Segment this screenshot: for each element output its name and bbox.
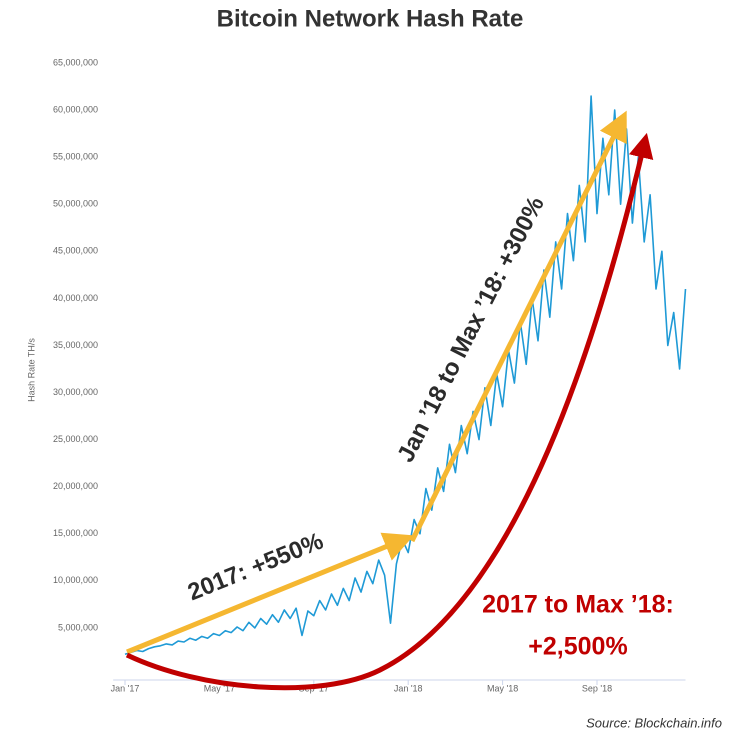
y-tick-label: 45,000,000 xyxy=(53,246,98,256)
x-tick-label: May '18 xyxy=(487,683,518,693)
y-tick-label: 25,000,000 xyxy=(53,434,98,444)
arrow-total xyxy=(125,132,654,691)
x-tick-label: Sep '18 xyxy=(582,683,612,693)
annotation: 2017 to Max ’18: xyxy=(482,591,674,619)
annotation: +2,500% xyxy=(528,633,627,661)
y-tick-label: 40,000,000 xyxy=(53,293,98,303)
y-tick-label: 35,000,000 xyxy=(53,340,98,350)
y-tick-label: 50,000,000 xyxy=(53,199,98,209)
source: Source: Blockchain.info xyxy=(586,715,722,730)
chart-title: Bitcoin Network Hash Rate xyxy=(217,5,524,32)
y-tick-label: 10,000,000 xyxy=(53,575,98,585)
x-tick-label: Jan '18 xyxy=(394,683,423,693)
annotation-arrows xyxy=(125,110,654,691)
y-tick-label: 5,000,000 xyxy=(58,622,98,632)
arrow-2017 xyxy=(126,532,414,655)
x-tick-label: May '17 xyxy=(204,683,235,693)
y-axis-label: Hash Rate TH/s xyxy=(26,338,36,402)
arrow-2018 xyxy=(409,110,627,543)
y-tick-label: 30,000,000 xyxy=(53,387,98,397)
y-tick-label: 55,000,000 xyxy=(53,152,98,162)
y-tick-label: 15,000,000 xyxy=(53,528,98,538)
y-tick-label: 20,000,000 xyxy=(53,481,98,491)
y-tick-label: 60,000,000 xyxy=(53,104,98,114)
y-tick-label: 65,000,000 xyxy=(53,57,98,67)
annotation: 2017: +550% xyxy=(184,528,327,607)
x-tick-label: Jan '17 xyxy=(111,683,140,693)
